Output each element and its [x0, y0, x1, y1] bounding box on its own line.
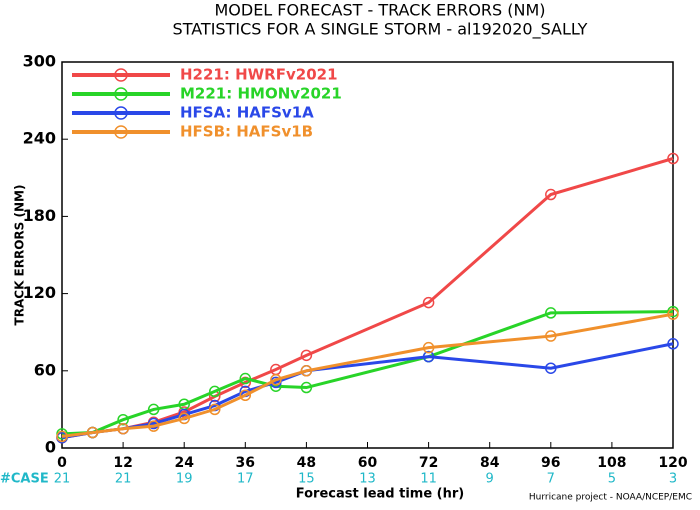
legend-marker [114, 125, 128, 139]
case-count: 11 [420, 472, 437, 487]
point [300, 349, 313, 362]
point [147, 403, 160, 416]
point [209, 403, 221, 416]
point [117, 422, 129, 435]
point [545, 188, 557, 201]
y-tick-label: 300 [23, 52, 56, 71]
legend-marker [114, 68, 128, 82]
point [300, 365, 313, 377]
point [545, 330, 557, 342]
plot-frame [61, 61, 674, 449]
point [667, 308, 679, 320]
point [545, 362, 557, 374]
y-axis-label: TRACK ERRORS (NM) [13, 185, 27, 326]
x-tick-label: 0 [57, 455, 67, 471]
point [209, 385, 221, 398]
chart-subtitle: STATISTICS FOR A SINGLE STORM - al192020… [173, 20, 588, 40]
point [56, 430, 68, 443]
y-tick-label: 180 [23, 206, 56, 225]
point [667, 152, 679, 165]
x-axis-label: Forecast lead time (hr) [296, 487, 464, 502]
case-count: 7 [547, 472, 555, 487]
case-count: 19 [176, 472, 193, 487]
x-tick-label: 96 [541, 455, 560, 471]
point [239, 389, 252, 401]
x-tick-label: 72 [419, 455, 438, 471]
series-line [61, 157, 674, 440]
y-tick-label: 120 [23, 283, 56, 302]
case-count: 3 [669, 472, 677, 487]
y-tick-label: 60 [34, 360, 56, 379]
point [545, 307, 557, 319]
case-count: 17 [237, 472, 254, 487]
legend-marker [114, 87, 128, 101]
point [270, 374, 282, 386]
x-tick-label: 108 [597, 455, 626, 471]
y-tick-label: 0 [45, 438, 56, 457]
legend-label: H221: HWRFv2021 [180, 66, 338, 84]
x-tick-label: 36 [236, 455, 255, 471]
case-count: 21 [54, 472, 71, 487]
y-tick-label: 240 [23, 129, 56, 148]
point [86, 426, 99, 439]
x-tick-label: 120 [658, 455, 687, 471]
legend-label: HFSA: HAFSv1A [180, 104, 314, 122]
case-count: 5 [608, 472, 616, 487]
point [178, 412, 190, 425]
point [422, 350, 435, 363]
point [239, 372, 252, 385]
x-tick-label: 24 [174, 455, 194, 471]
case-count: 15 [298, 472, 315, 487]
point [422, 296, 435, 309]
point [147, 420, 160, 432]
case-count: 9 [486, 472, 494, 487]
point [117, 413, 129, 426]
footer: Hurricane project - NOAA/NCEP/EMC [529, 493, 692, 503]
legend-label: HFSB: HAFSv1B [180, 123, 313, 141]
legend-label: M221: HMONv2021 [180, 85, 342, 103]
case-label: #CASE [0, 472, 49, 487]
case-count: 21 [115, 472, 132, 487]
case-count: 13 [359, 472, 376, 487]
x-tick-label: 84 [480, 455, 500, 471]
point [422, 341, 435, 354]
legend-marker [114, 106, 128, 120]
x-tick-label: 48 [297, 455, 316, 471]
chart-title: MODEL FORECAST - TRACK ERRORS (NM) [214, 1, 545, 20]
point [300, 381, 313, 394]
point [667, 338, 679, 350]
x-tick-label: 60 [358, 455, 378, 471]
x-tick-label: 12 [113, 455, 132, 471]
